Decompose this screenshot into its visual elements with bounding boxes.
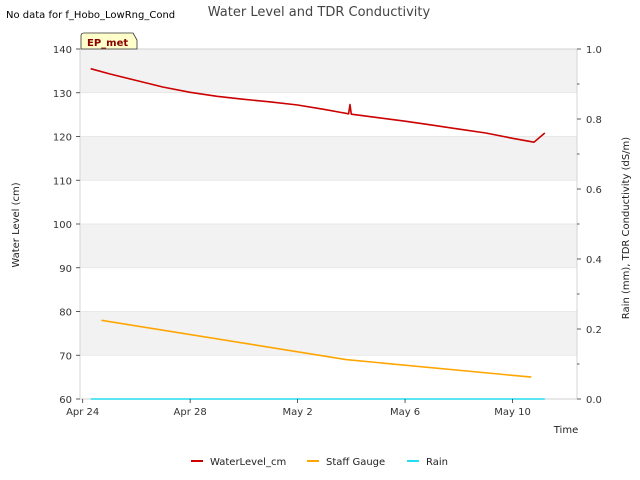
plot-band (80, 49, 577, 93)
y-tick-label: 100 (53, 220, 72, 231)
legend-label-staff-gauge: Staff Gauge (326, 457, 385, 468)
no-data-note: No data for f_Hobo_LowRng_Cond (6, 10, 175, 21)
x-tick-label: May 10 (494, 407, 531, 418)
chart-title: Water Level and TDR Conductivity (208, 5, 431, 20)
y-tick-label: 110 (53, 176, 72, 187)
y2-axis-ticks: 0.0 0.2 0.4 0.6 0.8 1.0 (577, 45, 602, 406)
series-line-staff-gauge (101, 319, 532, 378)
y2-tick-label: 0.2 (586, 325, 602, 336)
y-tick-label: 60 (59, 395, 72, 406)
x-tick-label: May 6 (390, 407, 420, 418)
y-tick-label: 130 (53, 89, 72, 100)
site-badge-box (80, 32, 138, 50)
plot-band (80, 136, 577, 181)
y2-tick-label: 1.0 (586, 45, 602, 56)
legend: WaterLevel_cm Staff Gauge Rain (191, 457, 448, 468)
plot-band (80, 224, 577, 268)
y2-tick-label: 0.6 (586, 185, 602, 196)
site-badge: EP_met (80, 32, 138, 50)
y-axis-label: Water Level (cm) (11, 182, 22, 267)
y-tick-label: 80 (59, 308, 72, 319)
y2-tick-label: 0.4 (586, 255, 602, 266)
y-tick-label: 70 (59, 351, 72, 362)
y-axis-ticks: 60 70 80 90 100 110 120 130 140 (53, 45, 80, 406)
site-label: EP_met (87, 38, 128, 49)
legend-label-waterlevel-cm: WaterLevel_cm (210, 457, 286, 468)
x-axis-label: Time (553, 425, 578, 436)
x-tick-label: Apr 24 (66, 407, 99, 418)
series-lines (90, 67, 546, 400)
y-tick-label: 140 (53, 45, 72, 56)
x-tick-label: May 2 (282, 407, 312, 418)
x-axis-ticks: Apr 24 Apr 28 May 2 May 6 May 10 (66, 399, 531, 418)
legend-label-rain: Rain (426, 457, 448, 468)
y2-tick-label: 0.8 (586, 115, 602, 126)
y-tick-label: 90 (59, 264, 72, 275)
plot-band (80, 311, 577, 356)
y-tick-label: 120 (53, 133, 72, 144)
y2-axis-label: Rain (mm), TDR Conductivity (dS/m) (621, 137, 632, 319)
series-line-waterlevel-cm (90, 67, 546, 143)
y2-tick-label: 0.0 (586, 395, 602, 406)
plot-bands (80, 49, 577, 356)
x-tick-label: Apr 28 (174, 407, 207, 418)
